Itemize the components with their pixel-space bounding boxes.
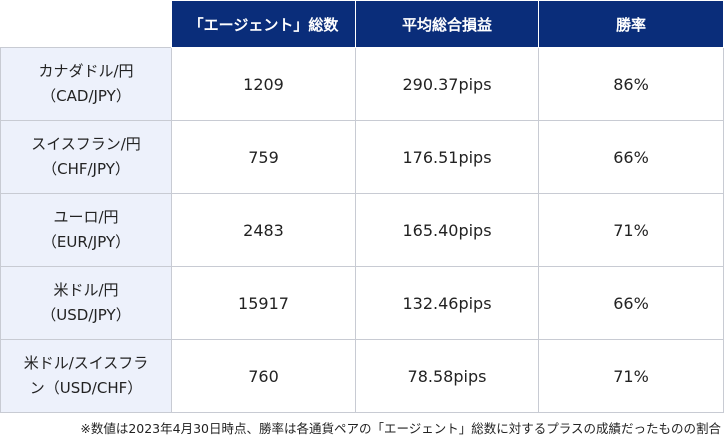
pair-code: ン（USD/CHF） <box>29 379 143 397</box>
header-agents: 「エージェント」総数 <box>171 0 356 48</box>
pair-name: スイスフラン/円 <box>31 135 141 153</box>
header-avg-pl: 平均総合損益 <box>355 0 539 48</box>
agents-count: 1209 <box>171 47 356 121</box>
avg-profit-loss: 132.46pips <box>355 266 539 340</box>
table-row: ユーロ/円 （EUR/JPY） 2483 165.40pips 71% <box>0 193 724 267</box>
avg-profit-loss: 78.58pips <box>355 339 539 413</box>
pair-name: 米ドル/スイスフラ <box>23 354 149 372</box>
table-row: 米ドル/円 （USD/JPY） 15917 132.46pips 66% <box>0 266 724 340</box>
row-header-currency-pair: 米ドル/円 （USD/JPY） <box>0 266 172 340</box>
row-header-currency-pair: 米ドル/スイスフラ ン（USD/CHF） <box>0 339 172 413</box>
pair-code: （EUR/JPY） <box>41 233 131 251</box>
avg-profit-loss: 165.40pips <box>355 193 539 267</box>
agents-count: 15917 <box>171 266 356 340</box>
table-row: カナダドル/円 （CAD/JPY） 1209 290.37pips 86% <box>0 47 724 121</box>
win-rate: 71% <box>538 339 724 413</box>
pair-name: ユーロ/円 <box>53 208 119 226</box>
table-header: 「エージェント」総数 平均総合損益 勝率 <box>0 0 724 48</box>
agents-count: 759 <box>171 120 356 194</box>
pair-name: 米ドル/円 <box>53 281 119 299</box>
pair-code: （CHF/JPY） <box>42 160 130 178</box>
row-header-currency-pair: カナダドル/円 （CAD/JPY） <box>0 47 172 121</box>
agents-count: 760 <box>171 339 356 413</box>
pair-code: （USD/JPY） <box>41 306 131 324</box>
win-rate: 66% <box>538 266 724 340</box>
header-corner <box>0 0 172 48</box>
row-header-currency-pair: スイスフラン/円 （CHF/JPY） <box>0 120 172 194</box>
table-row: 米ドル/スイスフラ ン（USD/CHF） 760 78.58pips 71% <box>0 339 724 413</box>
agents-count: 2483 <box>171 193 356 267</box>
table-row: スイスフラン/円 （CHF/JPY） 759 176.51pips 66% <box>0 120 724 194</box>
header-win-rate: 勝率 <box>538 0 724 48</box>
win-rate: 66% <box>538 120 724 194</box>
win-rate: 71% <box>538 193 724 267</box>
footnote: ※数値は2023年4月30日時点、勝率は各通貨ペアの「エージェント」総数に対する… <box>80 421 721 436</box>
row-header-currency-pair: ユーロ/円 （EUR/JPY） <box>0 193 172 267</box>
stats-table: 「エージェント」総数 平均総合損益 勝率 カナダドル/円 （CAD/JPY） 1… <box>0 0 724 413</box>
pair-name: カナダドル/円 <box>38 62 134 80</box>
pair-code: （CAD/JPY） <box>41 87 131 105</box>
win-rate: 86% <box>538 47 724 121</box>
avg-profit-loss: 290.37pips <box>355 47 539 121</box>
avg-profit-loss: 176.51pips <box>355 120 539 194</box>
